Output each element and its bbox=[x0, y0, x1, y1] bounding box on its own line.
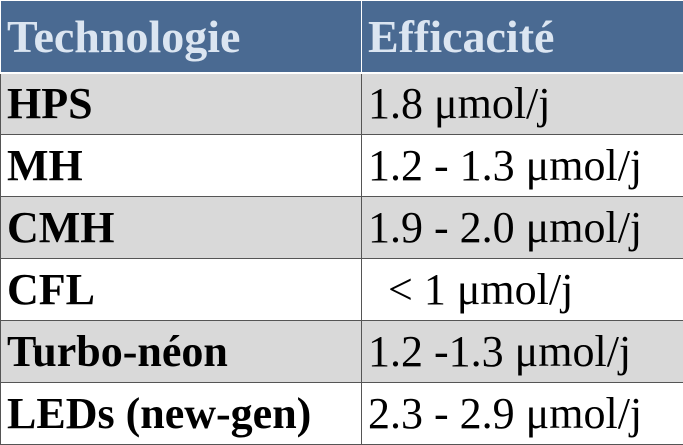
technology-cell: MH bbox=[1, 135, 362, 197]
table-row: CFL< 1 μmol/j bbox=[1, 259, 683, 321]
efficiency-cell: 1.2 -1.3 μmol/j bbox=[362, 321, 683, 383]
technology-cell: CFL bbox=[1, 259, 362, 321]
efficiency-cell: < 1 μmol/j bbox=[362, 259, 683, 321]
efficiency-cell: 1.8 μmol/j bbox=[362, 73, 683, 135]
header-cell: Technologie bbox=[1, 1, 362, 73]
efficiency-cell: 1.9 - 2.0 μmol/j bbox=[362, 197, 683, 259]
efficiency-cell: 2.3 - 2.9 μmol/j bbox=[362, 383, 683, 445]
header-cell: Efficacité bbox=[362, 1, 683, 73]
technology-cell: CMH bbox=[1, 197, 362, 259]
table-header: Technologie Efficacité bbox=[1, 1, 683, 73]
header-row: Technologie Efficacité bbox=[1, 1, 683, 73]
table-row: LEDs (new-gen)2.3 - 2.9 μmol/j bbox=[1, 383, 683, 445]
technology-cell: LEDs (new-gen) bbox=[1, 383, 362, 445]
technology-cell: HPS bbox=[1, 73, 362, 135]
efficiency-cell: 1.2 - 1.3 μmol/j bbox=[362, 135, 683, 197]
technology-cell: Turbo-néon bbox=[1, 321, 362, 383]
